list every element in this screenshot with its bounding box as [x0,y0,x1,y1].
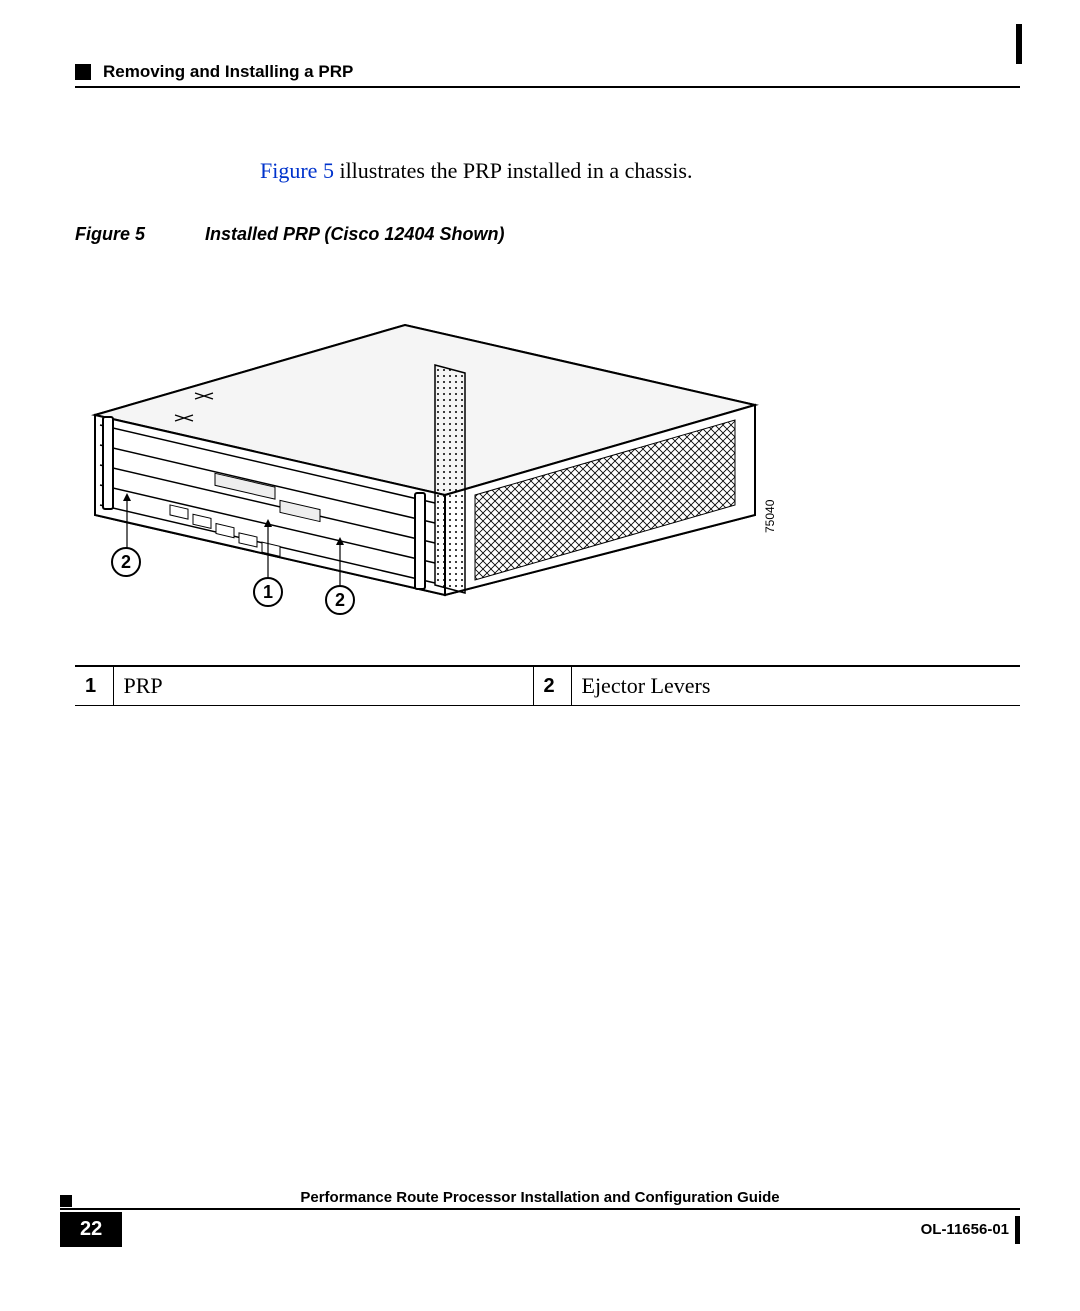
legend-label-2: Ejector Levers [571,666,1020,706]
footer-row: 22 OL-11656-01 [60,1212,1020,1247]
callout-2-right: 2 [325,585,355,615]
header-marker-icon [75,64,91,80]
legend-num-2: 2 [533,666,571,706]
callout-1: 1 [253,577,283,607]
intro-text: Figure 5 illustrates the PRP installed i… [260,158,1020,184]
figure-caption: Figure 5 Installed PRP (Cisco 12404 Show… [75,224,1020,245]
doc-id: OL-11656-01 [921,1216,1020,1244]
callout-2-left: 2 [111,547,141,577]
legend-num-1: 1 [75,666,113,706]
page-footer: Performance Route Processor Installation… [60,1189,1020,1247]
chassis-illustration [75,265,765,625]
legend-label-1: PRP [113,666,533,706]
figure-reference-link[interactable]: Figure 5 [260,158,334,183]
crop-mark [1016,24,1022,64]
table-row: 1 PRP 2 Ejector Levers [75,666,1020,706]
page-number: 22 [60,1212,122,1247]
footer-marker-icon [60,1195,72,1207]
figure-label: Figure 5 [75,224,145,245]
page-header: Removing and Installing a PRP [75,62,1020,88]
legend-table: 1 PRP 2 Ejector Levers [75,665,1020,706]
figure-title: Installed PRP (Cisco 12404 Shown) [205,224,504,245]
section-title: Removing and Installing a PRP [103,62,353,82]
drawing-number: 75040 [763,500,777,533]
footer-rule [60,1208,1020,1210]
figure-image: 2 1 2 75040 [75,265,765,625]
document-page: Removing and Installing a PRP Figure 5 i… [0,0,1080,1311]
footer-guide-title: Performance Route Processor Installation… [60,1189,1020,1206]
intro-rest: illustrates the PRP installed in a chass… [334,158,693,183]
